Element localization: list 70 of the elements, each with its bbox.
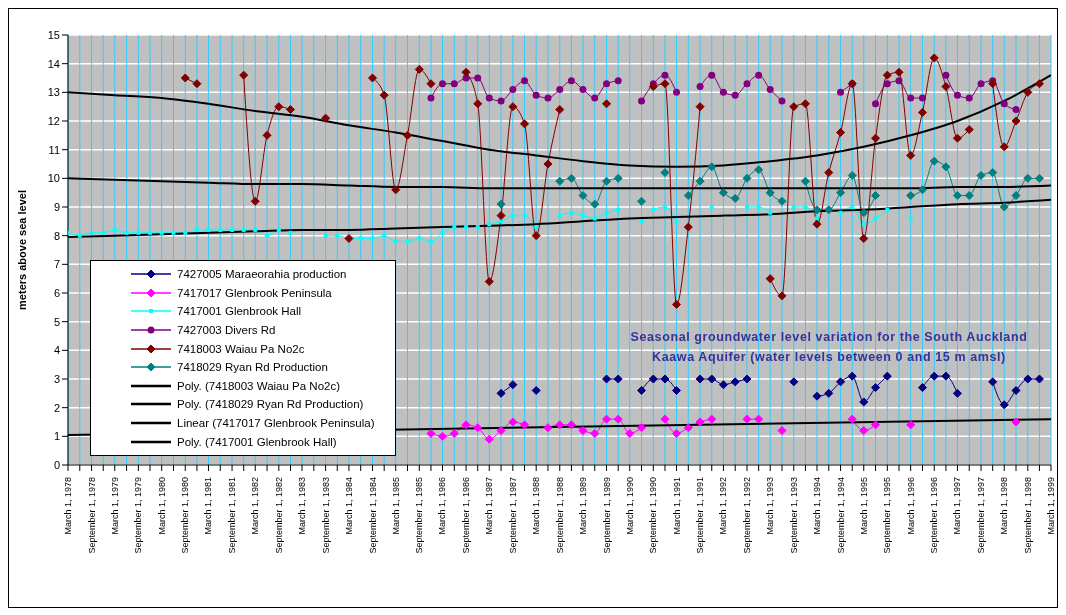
y-tick-label: 5	[53, 315, 60, 328]
x-tick-label: March 1, 1996	[905, 477, 916, 535]
legend-label: 7417001 Glenbrook Hall	[177, 305, 302, 318]
legend-label: 7417017 Glenbrook Peninsula	[177, 286, 332, 299]
y-tick-label: 11	[48, 143, 60, 156]
x-tick-label: September 1, 1993	[788, 477, 799, 554]
legend-label: Poly. (7417001 Glenbrook Hall)	[177, 435, 337, 448]
x-tick-label: March 1, 1995	[858, 477, 869, 535]
x-tick-label: September 1, 1992	[742, 477, 752, 554]
y-tick-label: 6	[53, 286, 60, 299]
x-tick-label: March 1, 1987	[484, 477, 495, 535]
x-tick-label: September 1, 1980	[180, 477, 191, 554]
x-tick-label: March 1, 1978	[63, 477, 73, 535]
y-tick-label: 7	[53, 258, 60, 271]
y-tick-label: 4	[53, 344, 60, 357]
legend-label: Poly. (7418029 Ryan Rd Production)	[177, 398, 364, 411]
x-tick-label: March 1, 1981	[203, 477, 214, 535]
y-tick-label: 12	[47, 114, 60, 127]
legend-label: 7418029 Ryan Rd Production	[177, 361, 328, 374]
y-tick-label: 14	[47, 57, 60, 70]
x-tick-label: September 1, 1984	[367, 477, 378, 554]
x-tick-label: March 1, 1992	[718, 477, 729, 535]
legend-label: 7427005 Maraeorahia production	[177, 268, 347, 281]
x-tick-label: September 1, 1987	[507, 477, 518, 554]
x-tick-label: September 1, 1982	[273, 477, 284, 554]
x-tick-label: September 1, 1978	[86, 477, 97, 554]
x-tick-label: September 1, 1997	[976, 477, 987, 554]
x-tick-label: March 1, 1984	[343, 477, 354, 535]
x-tick-label: March 1, 1997	[952, 477, 963, 535]
x-tick-label: March 1, 1988	[531, 477, 542, 535]
y-tick-label: 0	[53, 458, 60, 471]
x-tick-label: September 1, 1989	[601, 477, 612, 554]
x-tick-label: March 1, 1989	[577, 477, 588, 535]
x-tick-label: September 1, 1988	[554, 477, 565, 554]
x-tick-label: September 1, 1991	[695, 477, 706, 554]
x-tick-label: September 1, 1996	[929, 477, 940, 554]
y-tick-label: 15	[47, 28, 60, 41]
y-tick-label: 1	[53, 430, 60, 443]
x-tick-label: March 1, 1993	[765, 477, 776, 535]
legend-label: 7418003 Waiau Pa No2c	[177, 342, 305, 355]
x-tick-label: March 1, 1986	[437, 477, 448, 535]
x-tick-label: March 1, 1983	[297, 477, 308, 535]
x-tick-label: March 1, 1991	[671, 477, 682, 535]
y-axis-title: meters above sea level	[15, 190, 28, 310]
x-tick-label: March 1, 1982	[250, 477, 261, 535]
x-tick-label: March 1, 1990	[624, 477, 635, 535]
x-tick-label: September 1, 1995	[882, 477, 893, 554]
x-tick-label: March 1, 1979	[109, 477, 120, 535]
legend-label: Poly. (7418003 Waiau Pa No2c)	[177, 379, 341, 392]
y-tick-label: 10	[47, 172, 60, 185]
x-tick-label: March 1, 1998	[999, 477, 1010, 535]
y-tick-label: 9	[53, 200, 60, 213]
y-tick-label: 8	[53, 229, 60, 242]
x-tick-label: September 1, 1983	[320, 477, 331, 554]
y-tick-label: 13	[47, 86, 60, 99]
x-tick-label: March 1, 1985	[390, 477, 401, 535]
legend-label: 7427003 Divers Rd	[177, 324, 276, 337]
x-tick-label: September 1, 1981	[227, 477, 238, 554]
x-tick-label: March 1, 1994	[811, 477, 822, 535]
x-tick-label: September 1, 1998	[1022, 477, 1033, 554]
x-tick-label: March 1, 1980	[156, 477, 167, 535]
x-tick-label: March 1, 1999	[1046, 477, 1056, 535]
x-tick-label: September 1, 1986	[461, 477, 472, 554]
legend-label: Linear (7417017 Glenbrook Peninsula)	[177, 417, 375, 430]
x-tick-label: September 1, 1979	[133, 477, 144, 554]
x-tick-label: September 1, 1990	[648, 477, 659, 554]
y-tick-label: 2	[53, 401, 60, 414]
x-tick-label: September 1, 1994	[835, 477, 846, 554]
y-tick-label: 3	[53, 372, 60, 385]
x-tick-label: September 1, 1985	[414, 477, 425, 554]
